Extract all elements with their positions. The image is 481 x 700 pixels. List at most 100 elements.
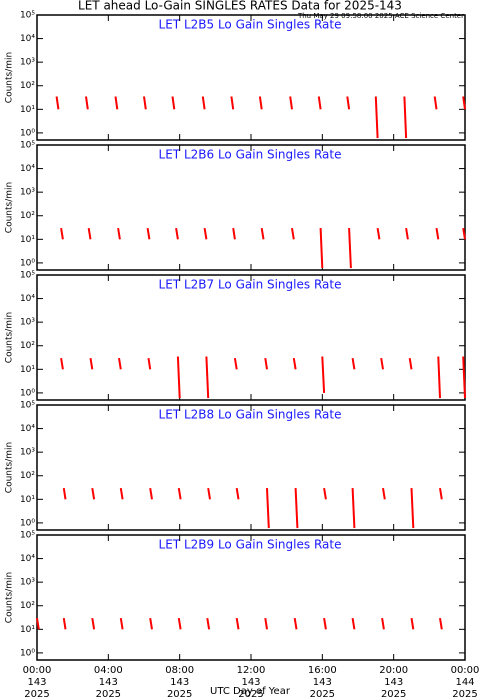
chart-subtitle: Thu May 29 09:58:00 2025 ACE Science Cen… <box>297 12 464 20</box>
data-line <box>177 487 182 500</box>
data-line <box>171 96 176 110</box>
data-line <box>203 227 208 240</box>
data-line <box>175 227 179 240</box>
data-line <box>149 487 153 500</box>
data-line <box>403 96 408 139</box>
plot-frame <box>36 144 466 271</box>
data-line <box>146 227 151 240</box>
x-tick-day: 143 <box>241 677 260 688</box>
y-tick-label: 10³ <box>20 188 35 198</box>
data-line <box>149 617 153 630</box>
data-line <box>266 488 270 529</box>
y-tick-label: 10⁵ <box>20 141 35 151</box>
data-line <box>462 96 466 110</box>
panel-title: LET L2B7 Lo Gain Singles Rate <box>159 278 342 292</box>
y-tick-label: 10¹ <box>20 625 35 635</box>
data-line <box>119 487 124 500</box>
y-tick-label: 10⁵ <box>20 401 35 411</box>
x-tick-label: 04:00 <box>94 665 123 676</box>
y-tick-label: 10² <box>20 471 35 481</box>
x-tick-label: 12:00 <box>237 665 266 676</box>
data-line <box>348 228 352 269</box>
plot-frame <box>36 404 466 531</box>
x-tick-day: 143 <box>313 677 332 688</box>
x-tick-year: 2025 <box>310 689 335 700</box>
data-line <box>201 96 206 110</box>
data-line <box>323 617 327 630</box>
y-tick-label: 10⁴ <box>20 554 35 564</box>
data-line <box>346 96 351 110</box>
data-line <box>87 227 92 240</box>
data-line <box>289 96 293 110</box>
x-tick-year: 2025 <box>167 689 192 700</box>
data-line <box>36 617 40 630</box>
x-tick-year: 2025 <box>238 689 263 700</box>
data-line <box>176 356 181 399</box>
data-line <box>118 357 122 370</box>
data-line <box>323 487 327 500</box>
data-line <box>230 96 235 110</box>
y-tick-label: 10⁰ <box>20 388 35 398</box>
panel-title: LET L2B9 Lo Gain Singles Rate <box>159 538 342 552</box>
y-axis-label: Counts/min <box>5 572 15 623</box>
y-tick-label: 10³ <box>20 448 35 458</box>
data-line <box>319 228 324 269</box>
data-line <box>351 357 356 370</box>
y-axis-label: Counts/min <box>5 52 15 103</box>
y-tick-label: 10⁵ <box>20 531 35 541</box>
data-line <box>233 357 238 370</box>
y-axis-label: Counts/min <box>5 182 15 233</box>
x-tick-day: 143 <box>27 677 46 688</box>
x-tick-day: 143 <box>384 677 403 688</box>
data-line <box>89 357 94 370</box>
data-line <box>439 617 443 630</box>
panel-title: LET L2B8 Lo Gain Singles Rate <box>159 408 342 422</box>
y-tick-label: 10¹ <box>20 495 35 505</box>
y-tick-label: 10² <box>20 211 35 221</box>
data-line <box>258 96 263 110</box>
plot-frame <box>36 274 466 401</box>
data-line <box>232 227 236 240</box>
y-tick-label: 10³ <box>20 578 35 588</box>
y-tick-label: 10² <box>20 601 35 611</box>
y-tick-label: 10¹ <box>20 105 35 115</box>
x-tick-year: 2025 <box>96 689 121 700</box>
x-tick-day: 143 <box>170 677 189 688</box>
panel-title: LET L2B5 Lo Gain Singles Rate <box>159 18 342 32</box>
x-tick-year: 2025 <box>452 689 477 700</box>
y-tick-label: 10⁰ <box>20 518 35 528</box>
x-tick-year: 2025 <box>381 689 406 700</box>
data-line <box>143 96 147 110</box>
y-axis-label: Counts/min <box>5 312 15 363</box>
data-line <box>293 617 298 630</box>
data-line <box>235 617 240 630</box>
data-line <box>405 227 409 240</box>
plot-frame <box>36 534 466 661</box>
data-line <box>177 617 182 630</box>
data-line <box>462 356 466 399</box>
data-line <box>294 488 299 529</box>
data-line <box>62 617 67 630</box>
y-tick-label: 10⁴ <box>20 294 35 304</box>
x-tick-day: 144 <box>455 677 474 688</box>
data-line <box>437 356 441 399</box>
data-line <box>264 617 268 630</box>
x-tick-label: 00:00 <box>23 665 52 676</box>
data-line <box>117 227 121 240</box>
data-line <box>376 227 381 240</box>
data-line <box>260 227 265 240</box>
y-tick-label: 10² <box>20 341 35 351</box>
data-line <box>264 357 268 370</box>
x-tick-label: 00:00 <box>451 665 480 676</box>
y-tick-label: 10⁰ <box>20 648 35 658</box>
data-line <box>207 487 211 500</box>
y-tick-label: 10¹ <box>20 365 35 375</box>
y-tick-label: 10³ <box>20 318 35 328</box>
data-line <box>381 617 385 630</box>
data-line <box>321 356 326 393</box>
data-line <box>91 617 96 630</box>
chart-title: LET ahead Lo-Gain SINGLES RATES Data for… <box>78 0 402 13</box>
y-tick-label: 10⁴ <box>20 34 35 44</box>
data-line <box>351 617 356 630</box>
